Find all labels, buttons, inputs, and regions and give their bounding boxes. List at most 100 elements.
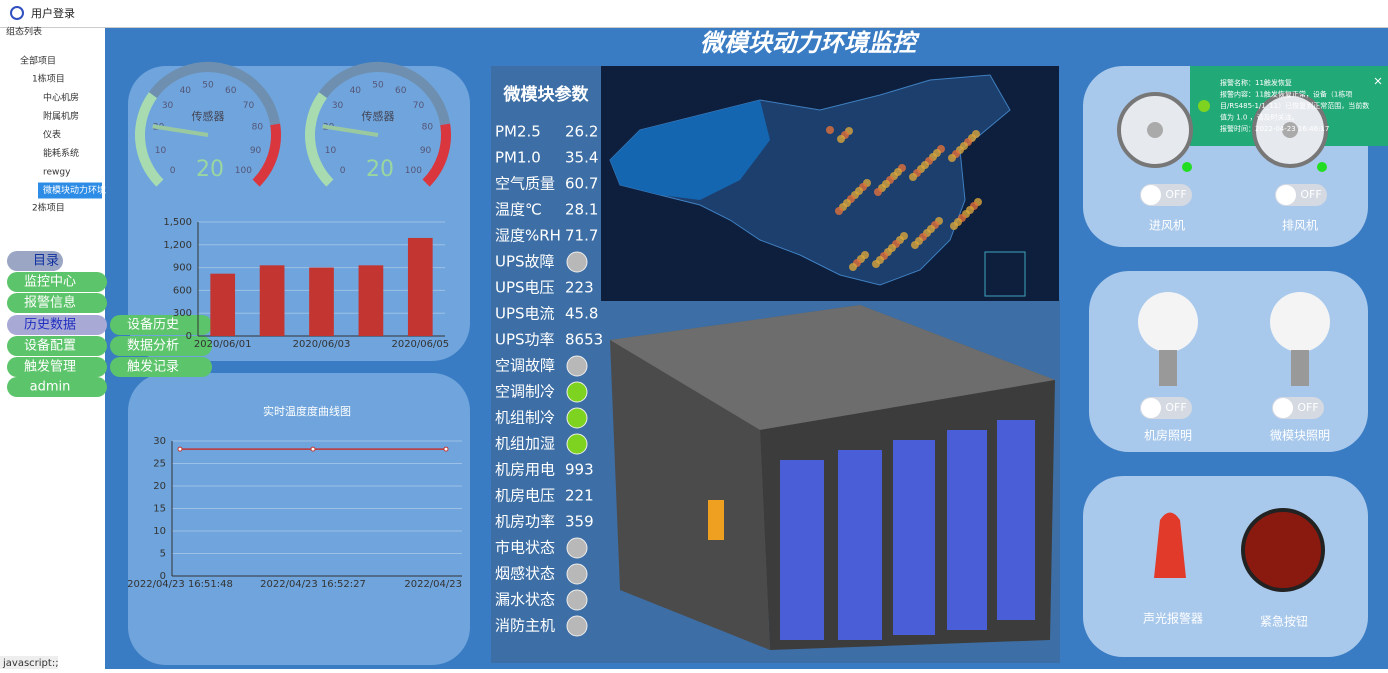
map-dot [874, 188, 882, 196]
alert-text: 报警名称：11触发恢复 [1220, 78, 1292, 87]
fan-hub [1147, 122, 1163, 138]
switch-label: OFF [1165, 401, 1186, 414]
y-tick-label: 1,200 [163, 240, 192, 251]
y-tick-label: 1,500 [163, 217, 192, 228]
y-tick-label: 15 [153, 504, 166, 515]
gauge-tick-label: 30 [332, 101, 344, 111]
map-dot [849, 263, 857, 271]
panel [1083, 476, 1368, 657]
divider [0, 27, 1388, 28]
menu-button[interactable] [7, 315, 107, 335]
bar [259, 265, 285, 336]
tree-node[interactable]: 全部项目 [20, 55, 56, 67]
tree-node[interactable]: 中心机房 [43, 92, 79, 104]
tree-node[interactable]: 微模块动力环境 [43, 184, 106, 196]
menu-button[interactable] [7, 357, 107, 377]
menu-button[interactable] [7, 293, 107, 313]
switch-knob [1141, 185, 1161, 205]
param-value: 223 [565, 279, 594, 297]
chart-title: 实时温度度曲线图 [263, 404, 351, 418]
switch-knob [1141, 398, 1161, 418]
param-name: UPS电压 [495, 279, 555, 297]
point [310, 446, 316, 452]
gauge-tick-label: 70 [413, 101, 425, 111]
menu-item[interactable]: 目录 [33, 254, 59, 269]
device-label: 声光报警器 [1143, 611, 1203, 626]
y-tick-label: 0 [160, 571, 166, 582]
y-tick-label: 300 [173, 308, 192, 319]
device-label: 排风机 [1282, 219, 1318, 233]
map-region [610, 100, 770, 200]
submenu-item[interactable]: 数据分析 [127, 339, 179, 354]
tree-node[interactable]: 2栋项目 [32, 202, 65, 214]
alert-close[interactable] [1374, 77, 1382, 85]
fan-led [1182, 162, 1192, 172]
page-title: 微模块动力环境监控 [700, 29, 920, 57]
alert-icon [1198, 100, 1210, 112]
map-dot [909, 173, 917, 181]
status-light [566, 433, 588, 455]
menu-item[interactable]: 历史数据 [24, 318, 76, 333]
menu-item[interactable]: admin [30, 380, 71, 395]
y-tick-label: 900 [173, 263, 192, 274]
device-label: 机房照明 [1144, 428, 1192, 443]
param-name: 机房用电 [495, 461, 555, 479]
param-value: 8653 [565, 331, 603, 349]
menu-button[interactable] [7, 251, 63, 271]
tree-node[interactable]: 附属机房 [43, 110, 79, 122]
x-tick-label: 2022/04/23 16:51:48 [127, 579, 233, 590]
param-name: 空调故障 [495, 357, 555, 375]
submenu-button[interactable] [110, 357, 212, 377]
menu-item[interactable]: 监控中心 [24, 275, 76, 290]
param-name: PM2.5 [495, 123, 541, 141]
param-value: 221 [565, 487, 594, 505]
param-name: UPS电流 [495, 305, 555, 323]
switch-label: OFF [1165, 188, 1186, 201]
gauge-needle [152, 124, 209, 137]
submenu-item[interactable]: 设备历史 [127, 317, 179, 333]
menu-item[interactable]: 触发管理 [24, 359, 76, 375]
map-dot [911, 241, 919, 249]
gauge-tick-label: 80 [252, 123, 264, 133]
menu-item[interactable]: 报警信息 [24, 295, 76, 311]
tree-node[interactable]: 1栋项目 [32, 73, 65, 85]
x-tick-label: 2022/04/23 16:52:27 [260, 579, 366, 590]
y-tick-label: 20 [153, 481, 166, 492]
tree-selected [38, 182, 102, 199]
param-name: UPS故障 [495, 253, 555, 271]
gauge-tick-label: 0 [340, 166, 346, 176]
gauge-arc [422, 123, 451, 187]
point [177, 446, 183, 452]
submenu-button[interactable] [110, 336, 212, 356]
tree-title: 组态列表 [6, 26, 42, 38]
tree-node[interactable]: rewgy [43, 168, 71, 178]
menu-button[interactable] [7, 377, 107, 397]
gauge-arc [252, 123, 281, 187]
menu-button[interactable] [7, 336, 107, 356]
point [443, 446, 449, 452]
submenu-item[interactable]: 触发记录 [127, 359, 179, 375]
param-value: 71.7 [565, 227, 598, 245]
menu-item[interactable]: 设备配置 [24, 338, 76, 354]
param-value: 359 [565, 513, 594, 531]
y-tick-label: 30 [153, 436, 166, 447]
status-bar [0, 656, 58, 669]
gauge-tick-label: 40 [180, 86, 192, 96]
submenu-button[interactable] [110, 315, 212, 335]
gauge-tick-label: 90 [420, 146, 432, 156]
gauge-arc [148, 62, 281, 126]
menu-button[interactable] [7, 272, 107, 292]
param-name: 机房功率 [495, 513, 555, 531]
tree-node[interactable]: 能耗系统 [43, 147, 79, 159]
gauge-arc [305, 92, 334, 187]
panel [128, 373, 470, 665]
gauge-tick-label: 100 [235, 166, 252, 176]
y-tick-label: 25 [153, 459, 166, 470]
emergency-button[interactable] [1241, 508, 1325, 592]
map-dot [826, 126, 834, 134]
tree-node[interactable]: 仪表 [43, 129, 61, 141]
fan-hub [1282, 122, 1298, 138]
bar [309, 267, 334, 336]
gauge-tick-label: 90 [250, 146, 262, 156]
